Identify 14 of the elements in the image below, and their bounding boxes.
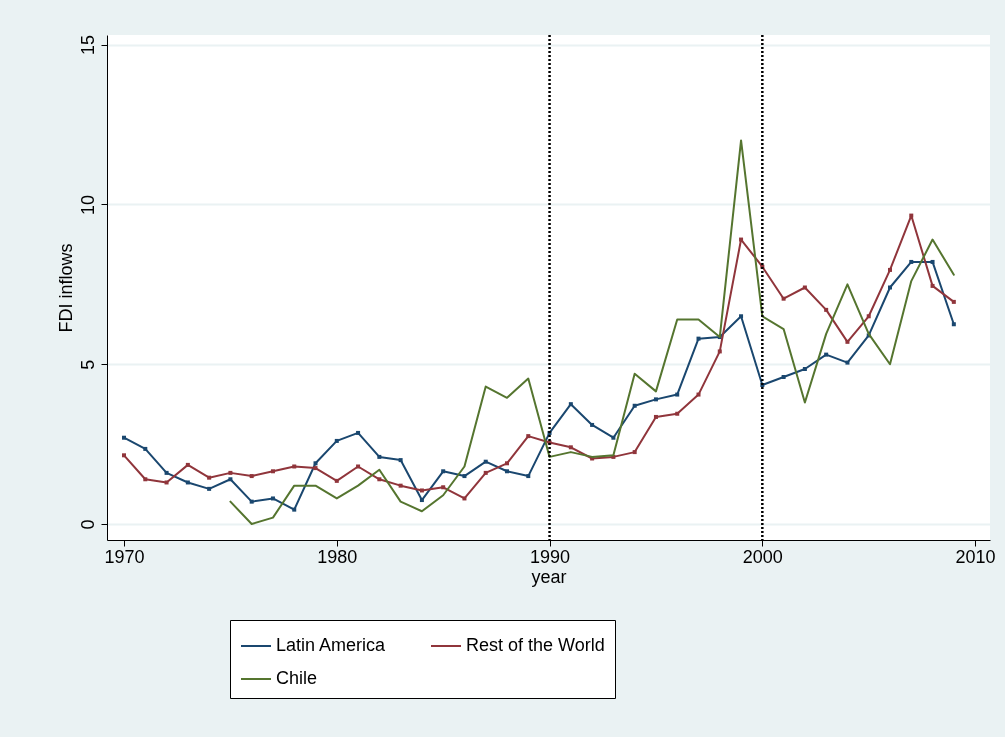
x-tick-label: 2010 (955, 546, 996, 567)
legend-label: Rest of the World (466, 635, 605, 655)
y-tick-label: 15 (77, 35, 98, 56)
legend-label: Chile (276, 668, 318, 688)
legend-label: Latin America (276, 635, 387, 655)
x-tick-label: 1980 (317, 546, 358, 567)
y-tick-label: 5 (77, 359, 98, 370)
x-tick-label: 1990 (530, 546, 571, 567)
y-tick-label: 0 (77, 519, 98, 530)
x-tick-label: 1970 (104, 546, 145, 567)
x-tick-label: 2000 (742, 546, 783, 567)
y-tick-label: 10 (77, 194, 98, 215)
y-axis-title: FDI inflows (55, 243, 76, 333)
x-axis-title: year (531, 566, 567, 587)
